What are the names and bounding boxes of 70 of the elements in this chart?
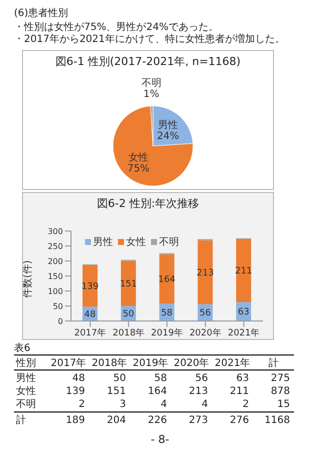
data-label: 1% bbox=[143, 89, 160, 100]
data-label: 189 bbox=[66, 415, 85, 426]
data-label: 63 bbox=[236, 373, 249, 384]
data-label: 75% bbox=[127, 164, 150, 174]
text: - 8- bbox=[150, 433, 170, 446]
data-label: 56 bbox=[199, 308, 212, 319]
y-tick-label: 女性 bbox=[16, 385, 36, 397]
data-label: 58 bbox=[154, 373, 167, 384]
y-tick-label: 0 bbox=[58, 316, 63, 326]
x-tick-label: 2021年 bbox=[228, 327, 260, 338]
y-tick-label: 250 bbox=[48, 242, 63, 251]
data-label: 2 bbox=[242, 399, 249, 410]
x-tick-label: 2021年 bbox=[214, 357, 250, 369]
x-tick-label: 2020年 bbox=[174, 357, 210, 369]
slice-label: 不明 bbox=[141, 78, 162, 90]
data-label: 24% bbox=[156, 130, 180, 142]
chart-title: 図6-1 性別(2017-2021年, n=1168) bbox=[54, 54, 242, 69]
text: ・性別は女性が75%、男性が24%であった。 bbox=[14, 22, 220, 34]
data-label: 4 bbox=[202, 399, 208, 410]
data-label: 50 bbox=[113, 373, 126, 384]
y-tick-label: 男性 bbox=[16, 372, 36, 384]
x-tick-label: 2019年 bbox=[132, 357, 168, 369]
x-tick-label: 計 bbox=[268, 357, 278, 369]
x-tick-label: 2019年 bbox=[151, 327, 183, 338]
legend-label: 女性 bbox=[125, 236, 146, 249]
y-tick-label: 300 bbox=[48, 226, 63, 236]
data-label: 213 bbox=[188, 386, 208, 397]
legend-label: 不明 bbox=[158, 236, 179, 249]
data-label: 878 bbox=[270, 386, 290, 397]
y-tick-label: 200 bbox=[48, 256, 63, 266]
slice-label: 男性 bbox=[158, 118, 178, 131]
data-label: 58 bbox=[161, 308, 173, 318]
data-label: 15 bbox=[277, 399, 290, 410]
text: 性別 bbox=[15, 357, 36, 369]
data-label: 211 bbox=[230, 386, 249, 397]
y-tick-label: 150 bbox=[48, 272, 63, 281]
data-label: 3 bbox=[120, 399, 126, 410]
x-tick-label: 2017年 bbox=[74, 327, 106, 338]
pie-slice bbox=[112, 106, 194, 186]
y-tick-label: 50 bbox=[52, 302, 63, 311]
y-tick-label: 100 bbox=[48, 286, 63, 296]
data-label: 204 bbox=[106, 415, 126, 426]
data-label: 63 bbox=[238, 308, 250, 318]
x-tick-label: 2020年 bbox=[189, 327, 222, 338]
chart-title: 図6-2 性別:年次推移 bbox=[96, 196, 200, 211]
data-label: 226 bbox=[148, 415, 167, 426]
legend-label: 男性 bbox=[92, 236, 113, 249]
chart-title: 表6 bbox=[14, 342, 30, 354]
x-tick-label: 2018年 bbox=[112, 327, 145, 338]
data-label: 4 bbox=[160, 399, 167, 410]
data-label: 276 bbox=[230, 415, 249, 426]
data-label: 56 bbox=[195, 373, 208, 384]
data-label: 151 bbox=[106, 386, 126, 397]
data-label: 50 bbox=[122, 310, 134, 320]
slice-label: 女性 bbox=[128, 152, 148, 164]
data-label: 139 bbox=[66, 386, 85, 397]
y-axis-title: 件数(件) bbox=[22, 260, 34, 298]
data-label: 164 bbox=[148, 386, 167, 397]
y-tick-label: 不明 bbox=[16, 399, 36, 410]
data-label: 2 bbox=[78, 399, 85, 410]
data-label: 48 bbox=[84, 310, 96, 320]
data-label: 273 bbox=[188, 415, 208, 426]
y-tick-label: 計 bbox=[16, 414, 26, 426]
x-tick-label: 2017年 bbox=[50, 357, 86, 369]
data-label: 275 bbox=[270, 373, 290, 384]
data-label: 48 bbox=[72, 373, 85, 384]
data-label: 1168 bbox=[264, 415, 290, 426]
text: ・2017年から2021年にかけて、特に女性患者が増加した。 bbox=[14, 34, 285, 46]
text: (6)患者性別 bbox=[14, 6, 68, 20]
x-tick-label: 2018年 bbox=[92, 357, 128, 369]
